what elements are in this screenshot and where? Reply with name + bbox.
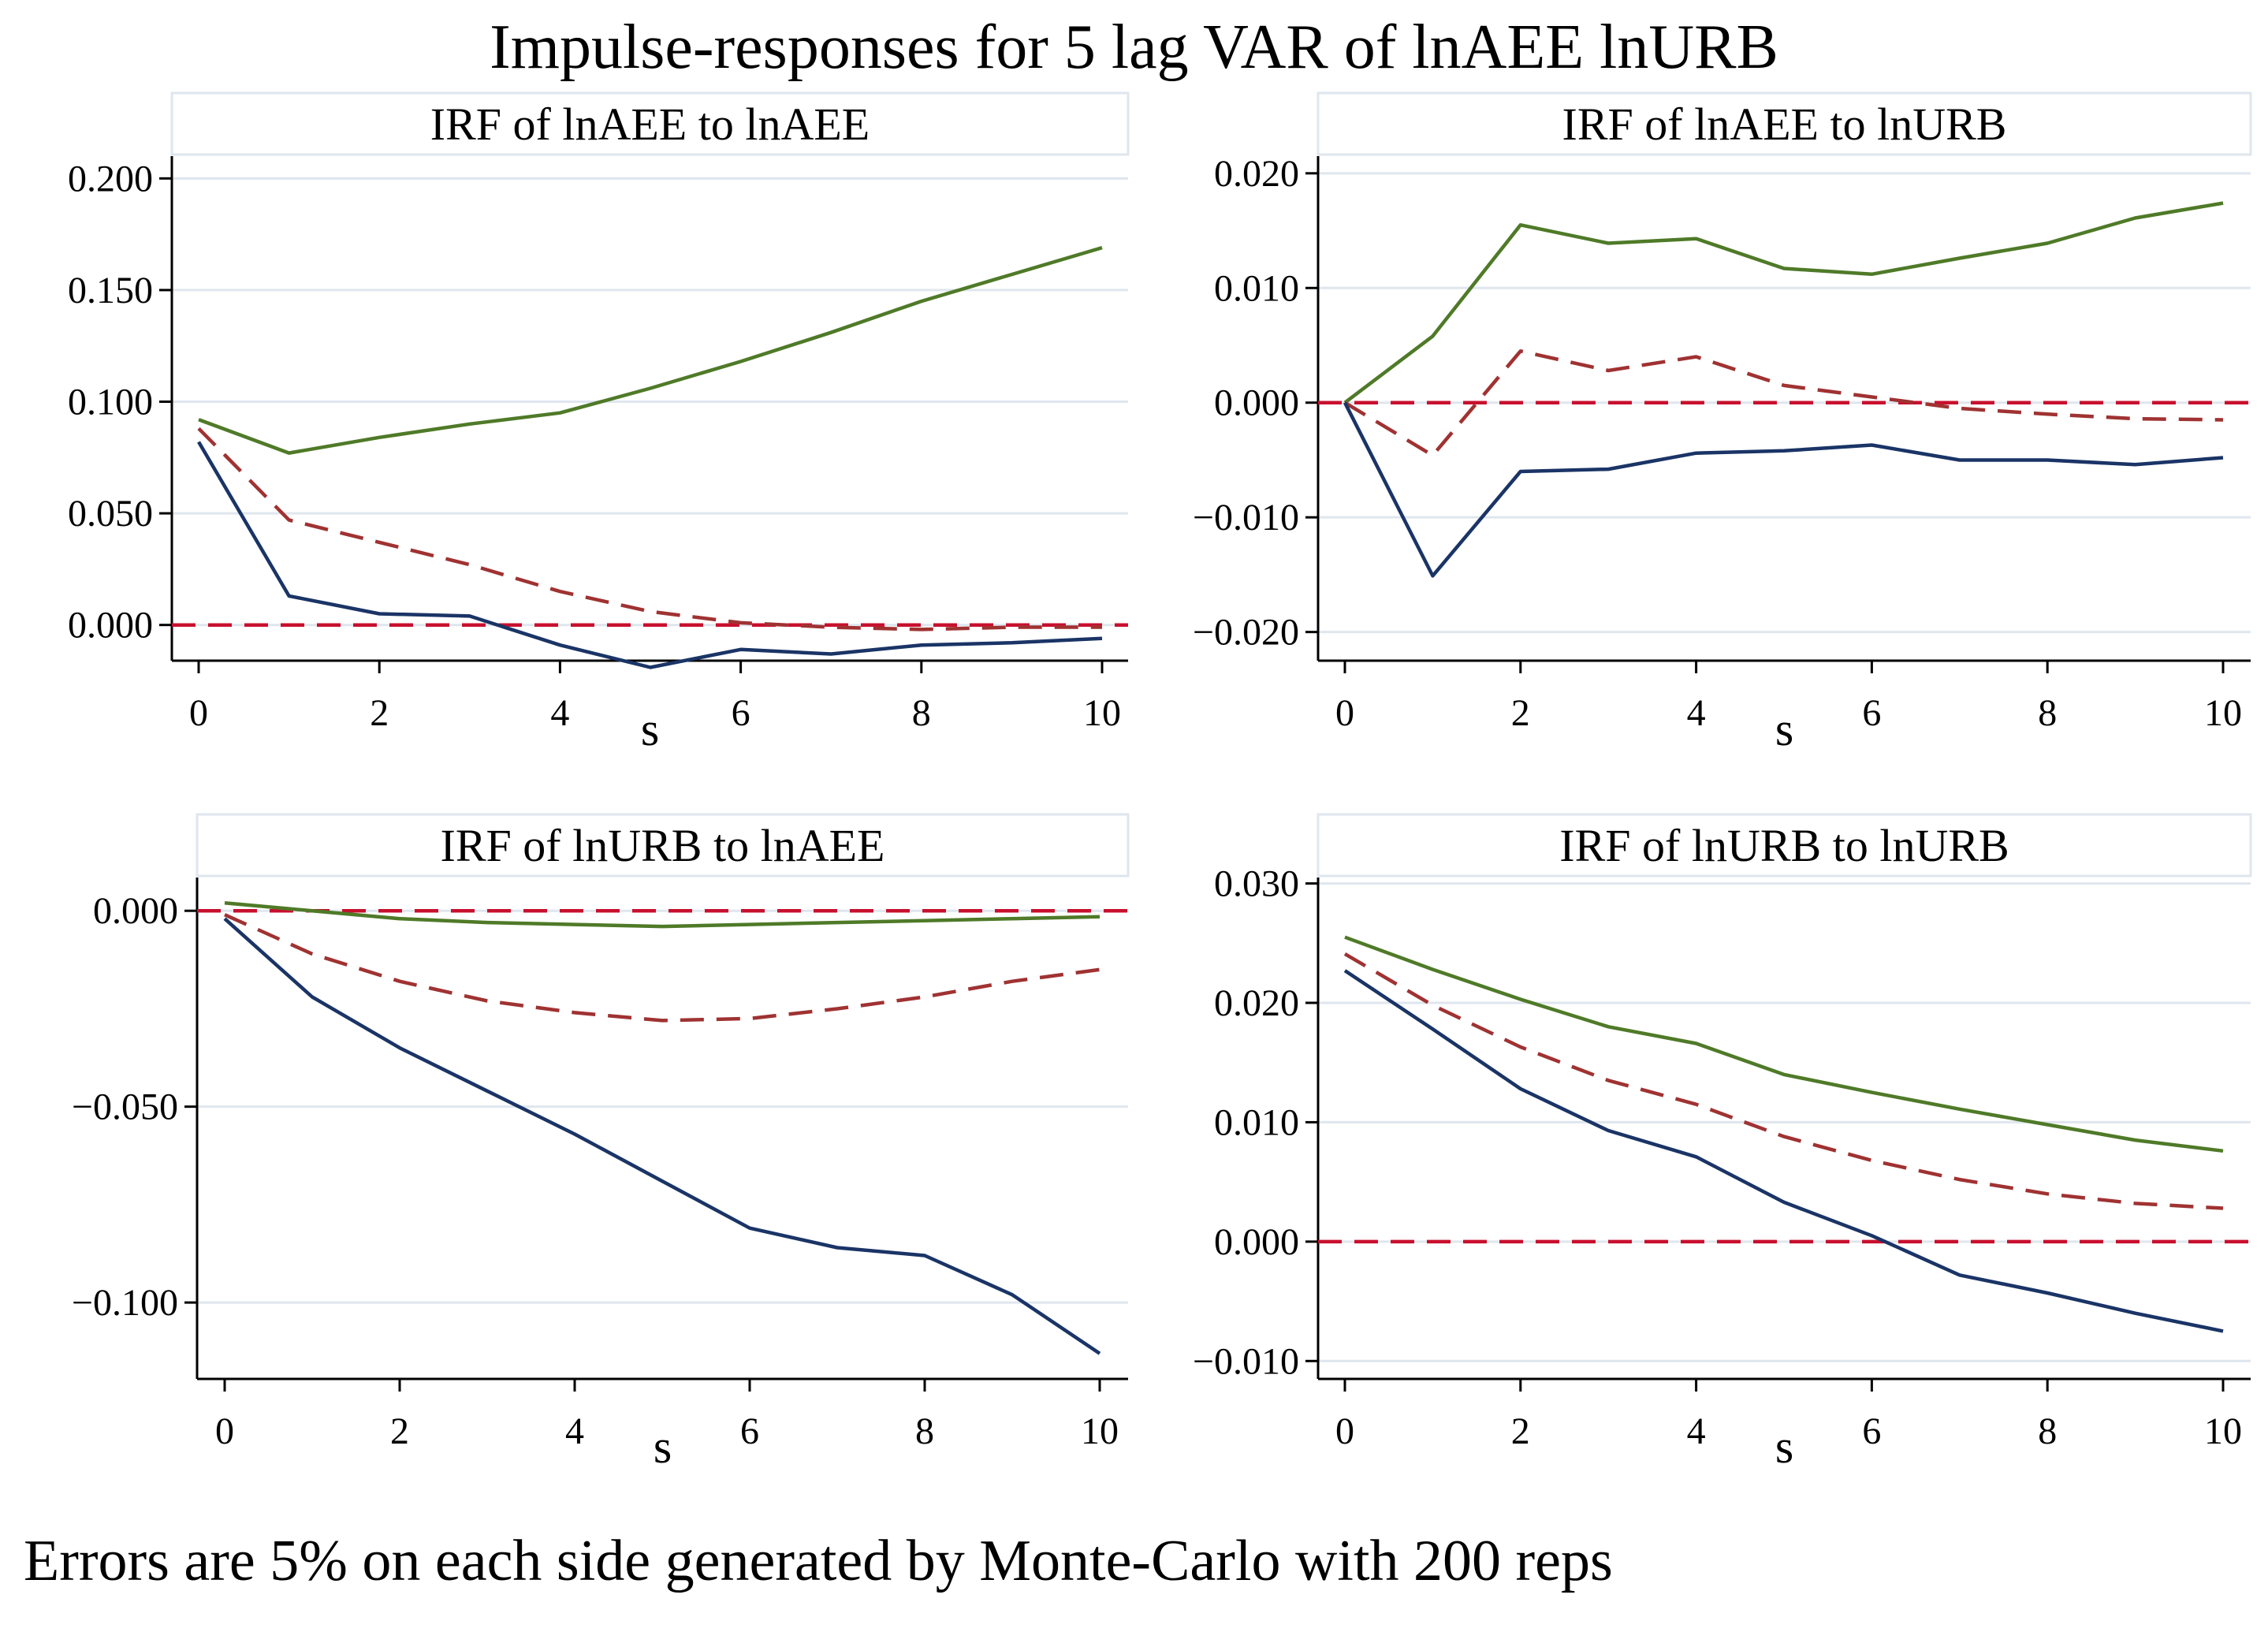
y-tick-label: 0.000 [1214, 382, 1299, 424]
x-tick-label: 2 [390, 1410, 409, 1452]
irf-line [224, 913, 1100, 1023]
upper-band-line [198, 245, 1103, 455]
panel-title-box [170, 91, 1130, 156]
x-tick-label: 4 [550, 692, 569, 734]
x-tick-label: 8 [915, 1410, 934, 1452]
panel-3: IRF of lnURB to lnAEE −0.100 −0.050 0.000 0 2… [72, 813, 1130, 1473]
upper-band-line [1343, 201, 2224, 404]
lower-band-line [1343, 969, 2224, 1333]
y-tick-label: 0.050 [68, 493, 153, 535]
irf-line [1343, 952, 2224, 1210]
panel-title-box [1316, 91, 2252, 156]
y-tick-label: −0.010 [1193, 497, 1299, 538]
y-tick-label: −0.050 [72, 1086, 178, 1128]
y-tick-label: 0.020 [1214, 982, 1299, 1024]
x-axis-label: s [654, 1421, 672, 1473]
y-tick-label: 0.000 [93, 890, 178, 932]
x-tick-label: 6 [732, 692, 750, 734]
x-tick-label: 2 [370, 692, 389, 734]
lower-band-line [197, 441, 1103, 669]
y-tick-label: 0.000 [1214, 1221, 1299, 1263]
panel-1: IRF of lnAEE to lnAEE 0.000 0.050 0.100 0.15… [68, 91, 1130, 755]
x-tick-label: 6 [1862, 1410, 1881, 1452]
x-tick-label: 10 [1081, 1410, 1119, 1452]
panel-title-box [1316, 813, 2252, 877]
lower-band-line [1343, 401, 2224, 578]
x-tick-label: 10 [2204, 1410, 2242, 1452]
panel-title: IRF of lnAEE to lnAEE [430, 99, 870, 150]
panel-title: IRF of lnURB to lnURB [1559, 820, 2009, 871]
x-tick-label: 2 [1511, 1410, 1530, 1452]
y-tick-label: 0.020 [1214, 153, 1299, 195]
y-tick-label: 0.030 [1214, 863, 1299, 905]
y-tick-label: 0.000 [68, 605, 153, 646]
upper-band-line [1344, 935, 2224, 1153]
x-tick-label: 0 [215, 1410, 234, 1452]
x-tick-label: 8 [2038, 692, 2057, 734]
x-tick-label: 0 [1335, 692, 1354, 734]
panel-title: IRF of lnAEE to lnURB [1562, 99, 2007, 150]
x-tick-label: 8 [912, 692, 931, 734]
x-axis-label: s [641, 703, 659, 755]
x-tick-label: 10 [1083, 692, 1121, 734]
x-axis-label: s [1775, 703, 1793, 755]
x-tick-label: 8 [2038, 1410, 2057, 1452]
x-tick-label: 4 [565, 1410, 584, 1452]
y-tick-label: −0.100 [72, 1282, 178, 1324]
x-axis-label: s [1775, 1421, 1793, 1473]
x-tick-label: 2 [1511, 692, 1530, 734]
lower-band-line [223, 917, 1101, 1355]
x-tick-label: 0 [1335, 1410, 1354, 1452]
x-tick-label: 6 [1862, 692, 1881, 734]
x-tick-label: 6 [740, 1410, 759, 1452]
y-tick-label: 0.150 [68, 270, 153, 311]
y-tick-label: 0.010 [1214, 267, 1299, 309]
y-tick-label: −0.020 [1193, 612, 1299, 654]
panel-title: IRF of lnURB to lnAEE [441, 820, 885, 871]
panel-4: IRF of lnURB to lnURB −0.010 0.000 0.010 0.0… [1193, 813, 2252, 1473]
panel-title-box [196, 813, 1130, 877]
y-tick-label: 0.010 [1214, 1101, 1299, 1143]
y-tick-label: 0.200 [68, 158, 153, 199]
x-tick-label: 4 [1687, 1410, 1706, 1452]
x-tick-label: 4 [1687, 692, 1706, 734]
upper-band-line [224, 901, 1100, 929]
y-tick-label: −0.010 [1193, 1340, 1299, 1382]
x-tick-label: 10 [2204, 692, 2242, 734]
x-tick-label: 0 [189, 692, 208, 734]
y-tick-label: 0.100 [68, 382, 153, 423]
irf-line [1343, 349, 2224, 457]
figure-title: Impulse-responses for 5 lag VAR of lnAEE… [490, 13, 1778, 82]
footnote: Errors are 5% on each side generated by … [24, 1529, 1613, 1593]
irf-line [197, 427, 1102, 632]
panel-2: IRF of lnAEE to lnURB −0.020 −0.010 0.000 0.… [1193, 91, 2252, 755]
